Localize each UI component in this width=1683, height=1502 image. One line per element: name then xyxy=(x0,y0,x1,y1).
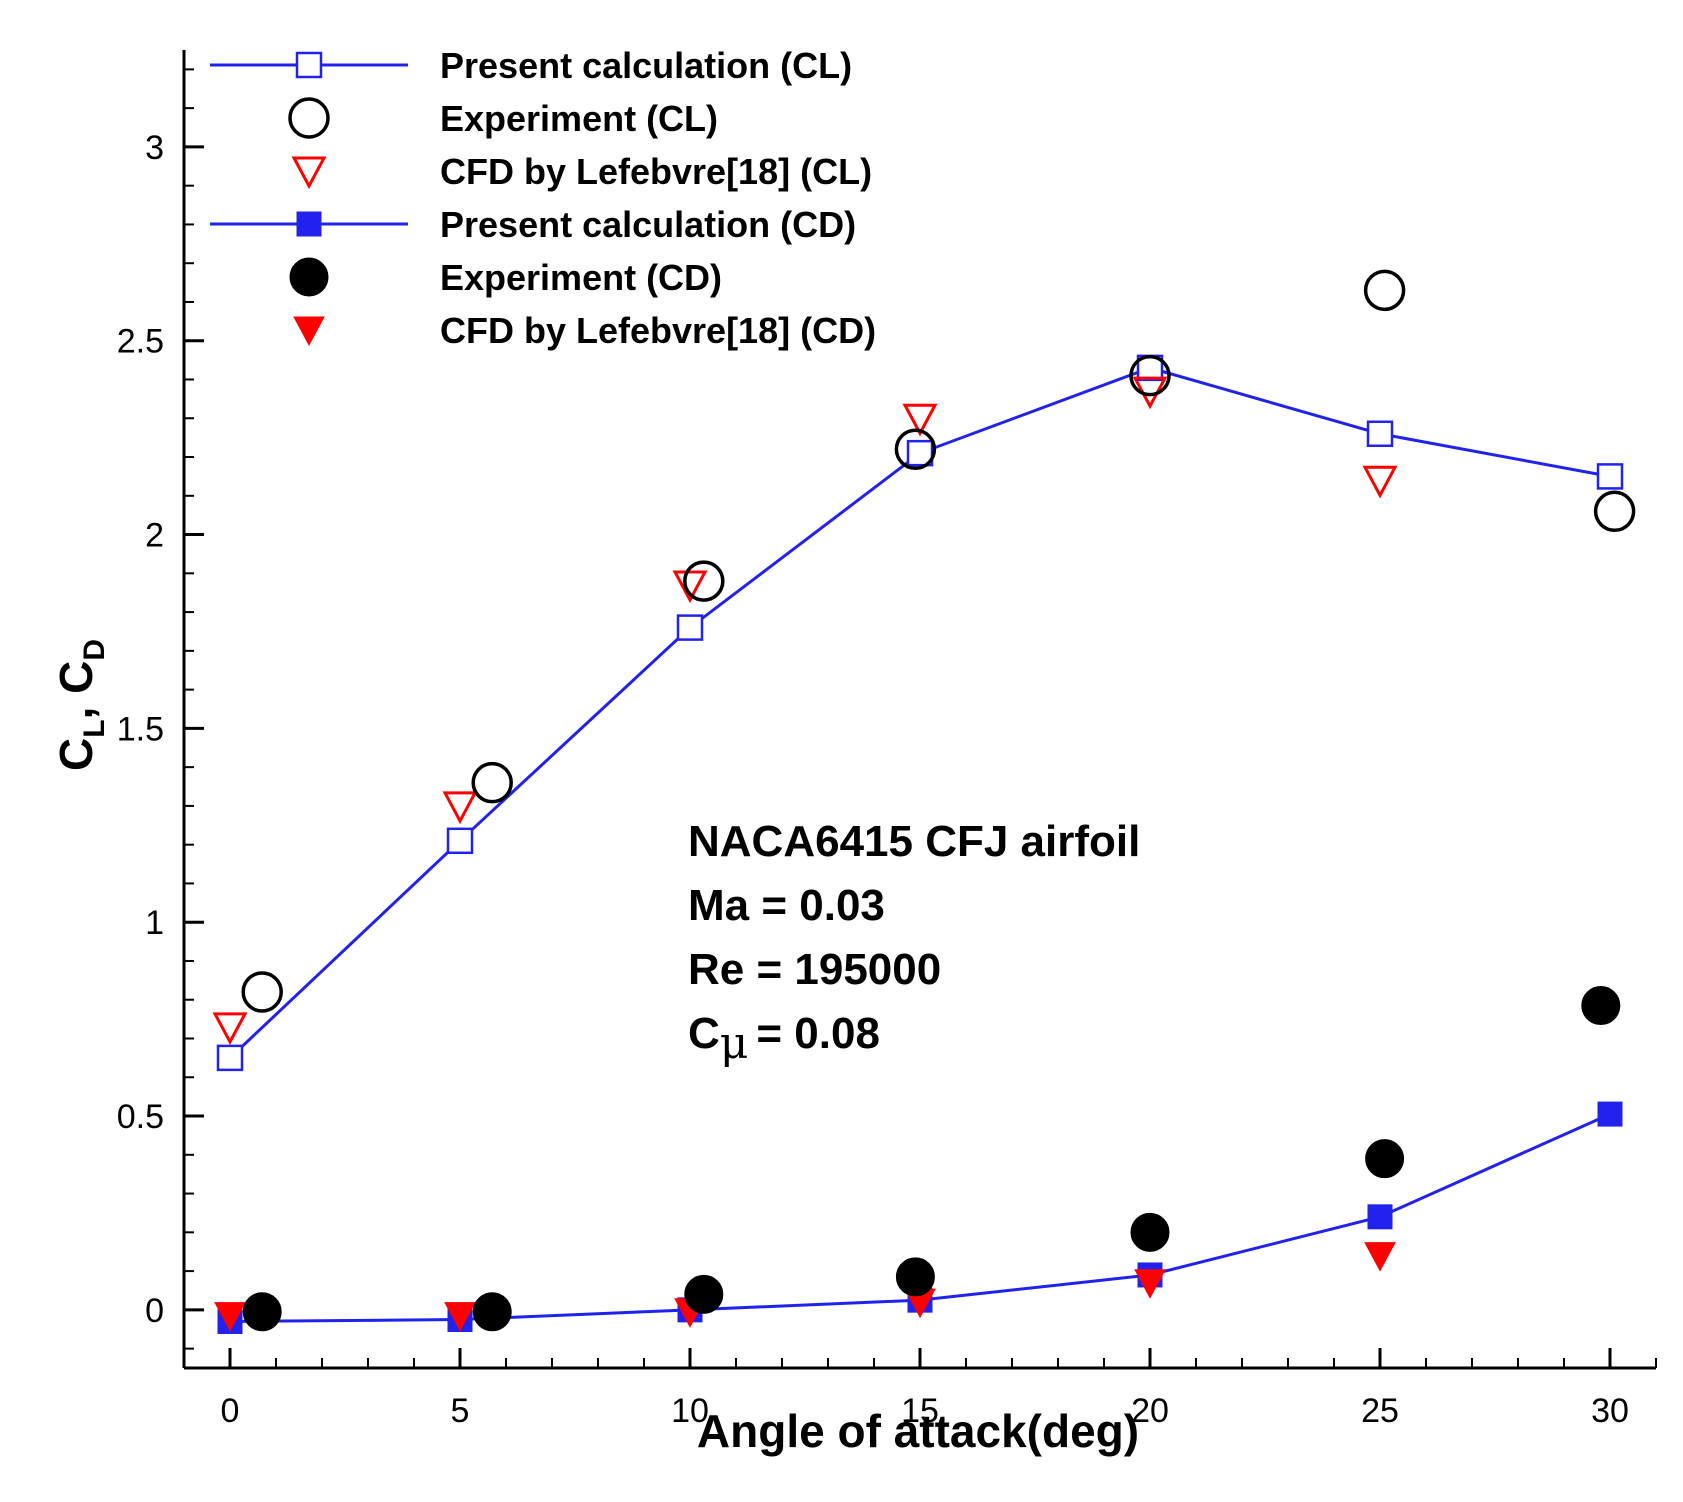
data-point-experiment-cl xyxy=(1129,354,1171,397)
x-tick-label: 10 xyxy=(671,1392,709,1430)
series-markers xyxy=(212,269,1636,1334)
annotation-box: NACA6415 CFJ airfoil Ma = 0.03 Re = 1950… xyxy=(688,817,1140,1069)
data-point-lefebvre-cd xyxy=(1134,1269,1166,1299)
legend-marker-lefebvre-cd xyxy=(293,316,325,347)
data-point-experiment-cd xyxy=(1130,1212,1170,1252)
legend: Present calculation (CL) Experiment (CL) C… xyxy=(210,45,876,351)
x-tick-label: 5 xyxy=(451,1392,470,1430)
legend-marker-present-cd xyxy=(296,211,322,237)
annotation-line-3: Re = 195000 xyxy=(688,945,941,994)
annotation-line-1: NACA6415 CFJ airfoil xyxy=(688,817,1140,866)
data-point-experiment-cd xyxy=(1581,986,1621,1026)
legend-label-experiment-cd: Experiment (CD) xyxy=(440,257,722,298)
data-point-experiment-cl xyxy=(683,560,725,602)
data-point-experiment-cl xyxy=(894,428,937,471)
data-point-lefebvre-cd xyxy=(444,1302,476,1332)
data-point-experiment-cd xyxy=(1365,1139,1405,1179)
x-tick-label: 25 xyxy=(1361,1392,1399,1430)
annotation-line-2: Ma = 0.03 xyxy=(688,881,885,930)
data-point-present-cl xyxy=(216,1044,244,1072)
y-axis-title-sub-2: D xyxy=(78,639,111,661)
x-axis-title: Angle of attack(deg) xyxy=(697,1405,1139,1457)
x-tick-label: 30 xyxy=(1591,1392,1629,1430)
minor-ticks xyxy=(183,68,1657,1368)
data-point-present-cl xyxy=(1596,463,1624,490)
data-point-lefebvre-cl xyxy=(442,791,478,825)
data-point-experiment-cd xyxy=(895,1257,935,1297)
axes-frame xyxy=(182,50,1656,1370)
legend-label-experiment-cl: Experiment (CL) xyxy=(440,98,718,139)
y-tick-label: 1.5 xyxy=(117,710,164,748)
data-point-lefebvre-cl xyxy=(1362,465,1398,499)
data-point-present-cd xyxy=(1367,1204,1393,1230)
data-point-lefebvre-cl xyxy=(672,570,708,604)
x-tick-label: 20 xyxy=(1131,1392,1169,1430)
data-point-lefebvre-cl xyxy=(212,1012,248,1046)
legend-marker-present-cl xyxy=(295,51,323,79)
svg-text:CL, CD: CL, CD xyxy=(50,639,111,771)
y-tick-label: 2.5 xyxy=(117,323,164,361)
legend-marker-experiment-cd xyxy=(289,257,329,297)
data-point-lefebvre-cl xyxy=(902,403,938,437)
y-tick-label: 0.5 xyxy=(117,1098,164,1136)
annotation-cmu-c: C xyxy=(688,1009,720,1058)
data-point-experiment-cl xyxy=(1593,490,1636,533)
y-tick-label: 3 xyxy=(145,129,164,167)
y-axis-title: CL, CD xyxy=(50,639,111,771)
legend-marker-lefebvre-cl xyxy=(291,156,327,190)
data-point-present-cd xyxy=(1597,1101,1623,1127)
data-point-experiment-cl xyxy=(471,761,513,804)
y-axis-title-main-2: C xyxy=(50,661,102,694)
annotation-cmu-mu: μ xyxy=(720,1018,749,1069)
data-point-present-cl xyxy=(1366,420,1394,448)
y-axis-title-sub-1: L xyxy=(78,719,111,737)
legend-marker-experiment-cl xyxy=(288,97,330,139)
legend-label-lefebvre-cd: CFD by Lefebvre[18] (CD) xyxy=(440,310,876,351)
data-point-experiment-cl xyxy=(1363,269,1406,312)
annotation-line-4: Cμ = 0.08 xyxy=(688,1009,880,1069)
data-point-lefebvre-cd xyxy=(214,1302,246,1332)
x-tick-label: 15 xyxy=(901,1392,939,1430)
data-point-experiment-cd xyxy=(684,1274,724,1314)
data-point-present-cl xyxy=(676,614,704,641)
legend-label-present-cl: Present calculation (CL) xyxy=(440,45,852,86)
data-point-present-cl xyxy=(446,827,474,855)
y-tick-label: 2 xyxy=(145,517,164,555)
y-axis-title-main-1: C xyxy=(50,738,102,771)
legend-label-lefebvre-cl: CFD by Lefebvre[18] (CL) xyxy=(440,151,872,192)
data-point-experiment-cd xyxy=(472,1292,512,1332)
legend-label-present-cd: Present calculation (CD) xyxy=(440,204,856,245)
y-axis-ticks: 0 0.5 1 1.5 2 2.5 3 xyxy=(117,129,204,1330)
y-tick-label: 0 xyxy=(145,1292,164,1330)
data-point-experiment-cd xyxy=(242,1292,282,1332)
annotation-cmu-value: = 0.08 xyxy=(756,1009,880,1058)
y-axis-title-sep: , xyxy=(50,694,102,720)
data-point-lefebvre-cd xyxy=(1364,1242,1396,1272)
x-tick-label: 0 xyxy=(221,1392,240,1430)
y-tick-label: 1 xyxy=(145,904,164,942)
data-point-experiment-cl xyxy=(241,971,283,1013)
x-axis-ticks: 0 5 10 15 20 25 30 xyxy=(221,1348,1629,1430)
